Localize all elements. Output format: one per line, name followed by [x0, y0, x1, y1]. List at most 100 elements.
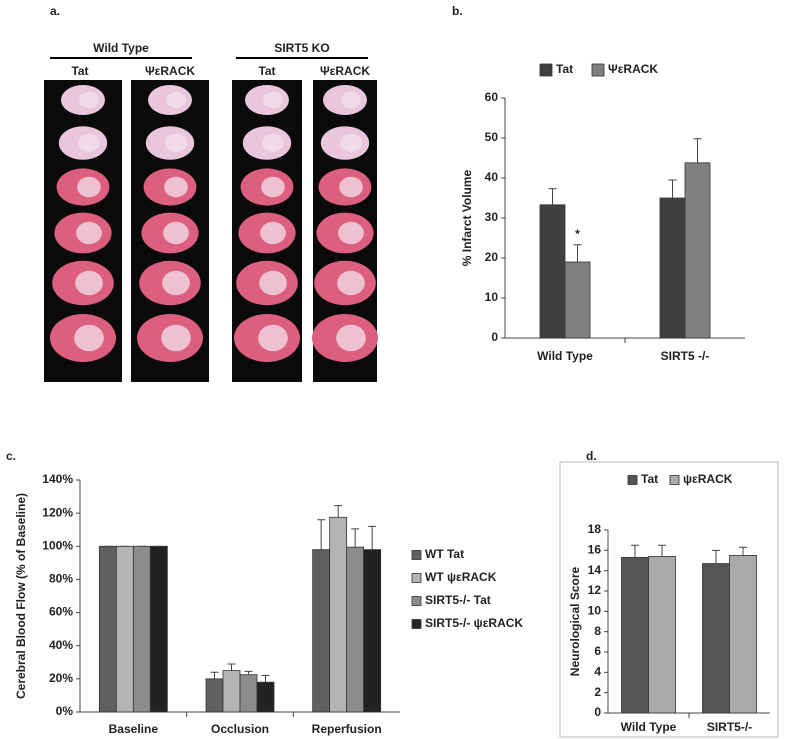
- y-tick-label: 20%: [49, 671, 73, 685]
- column-label: Tat: [71, 64, 88, 78]
- slice-highlight: [340, 133, 362, 153]
- slice-highlight: [263, 91, 283, 109]
- y-tick-label: 0: [491, 330, 498, 344]
- panel-label: a.: [50, 4, 60, 18]
- legend-label: ΨεRACK: [608, 62, 658, 76]
- error-bar: [631, 544, 639, 558]
- error-bar: [368, 525, 377, 550]
- legend-label: Tat: [556, 62, 573, 76]
- panel-label: c.: [6, 449, 16, 463]
- y-tick-label: 20: [485, 250, 499, 264]
- column-label: Tat: [258, 64, 275, 78]
- y-tick-label: 100%: [42, 538, 73, 552]
- error-bar: [317, 519, 326, 550]
- error-bar: [334, 505, 343, 518]
- bar: [363, 549, 382, 713]
- slice-highlight: [262, 133, 284, 153]
- y-tick-label: 0%: [56, 704, 74, 718]
- slice-highlight: [163, 221, 189, 245]
- y-tick-label: 140%: [42, 472, 73, 486]
- bar: [564, 261, 591, 339]
- legend-label: SIRT5-/- ψεRACK: [425, 616, 523, 630]
- y-tick-label: 4: [594, 665, 601, 679]
- error-bar: [739, 546, 747, 556]
- error-bar: [668, 179, 677, 198]
- brain-slices: [44, 80, 378, 382]
- panel-label: d.: [586, 449, 597, 463]
- bar: [256, 681, 275, 713]
- legend-label: Tat: [641, 472, 658, 486]
- bar: [539, 204, 566, 339]
- legend-swatch: [411, 619, 422, 629]
- bar: [621, 557, 649, 714]
- panel-label: b.: [452, 4, 463, 18]
- y-tick-label: 12: [588, 583, 602, 597]
- legend-label: SIRT5-/- Tat: [425, 593, 491, 607]
- group-title: SIRT5 KO: [274, 41, 329, 55]
- legend-swatch: [539, 63, 553, 77]
- x-tick-label: SIRT5-/-: [707, 720, 752, 734]
- x-tick-label: SIRT5 -/-: [661, 349, 710, 363]
- column-label: ΨεRACK: [145, 64, 195, 78]
- slice-highlight: [165, 133, 187, 153]
- x-tick-label: Wild Type: [621, 720, 677, 734]
- bar: [205, 678, 224, 713]
- bar: [115, 545, 134, 713]
- slice-highlight: [74, 324, 104, 352]
- slice-highlight: [78, 133, 100, 153]
- error-bar: [548, 188, 557, 205]
- bar: [729, 555, 757, 714]
- slice-highlight: [79, 91, 99, 109]
- x-tick-label: Wild Type: [537, 349, 593, 363]
- bar: [684, 162, 711, 339]
- error-bar: [210, 671, 219, 679]
- x-tick-label: Baseline: [109, 722, 159, 736]
- legend-swatch: [411, 550, 422, 560]
- significance-mark: *: [575, 227, 580, 241]
- error-bar: [227, 663, 236, 671]
- x-tick-label: Reperfusion: [312, 722, 382, 736]
- y-axis-label: Neurological Score: [568, 566, 582, 676]
- error-bar: [244, 670, 253, 675]
- slice-highlight: [261, 176, 285, 198]
- legend-swatch: [627, 475, 638, 485]
- legend-label: ψεRACK: [683, 472, 733, 486]
- bar: [132, 545, 151, 713]
- y-tick-label: 2: [594, 685, 601, 699]
- bar: [648, 556, 676, 714]
- slice-highlight: [337, 270, 365, 296]
- slice-highlight: [341, 91, 361, 109]
- legend-swatch: [411, 573, 422, 583]
- y-axis-label: % Infarct Volume: [460, 169, 474, 266]
- y-tick-label: 10: [485, 290, 499, 304]
- error-bar: [261, 675, 270, 683]
- y-tick-label: 14: [588, 563, 602, 577]
- y-tick-label: 40%: [49, 638, 73, 652]
- error-bar: [658, 544, 666, 557]
- slice-highlight: [164, 176, 188, 198]
- slice-highlight: [76, 221, 102, 245]
- legend-label: WT ψεRACK: [425, 570, 497, 584]
- slice-highlight: [75, 270, 103, 296]
- y-tick-label: 60%: [49, 605, 73, 619]
- legend-swatch: [411, 596, 422, 606]
- y-tick-label: 120%: [42, 505, 73, 519]
- bar: [312, 549, 331, 713]
- y-tick-label: 10: [588, 604, 602, 618]
- legend-label: WT Tat: [425, 547, 464, 561]
- slice-highlight: [77, 176, 101, 198]
- y-tick-label: 0: [594, 705, 601, 719]
- error-bar: [693, 138, 702, 163]
- bar: [659, 197, 686, 339]
- bar: [702, 563, 730, 714]
- y-tick-label: 30: [485, 210, 499, 224]
- slice-highlight: [338, 221, 364, 245]
- y-tick-label: 6: [594, 644, 601, 658]
- error-bar: [351, 528, 360, 548]
- bar: [346, 546, 365, 713]
- group-title: Wild Type: [93, 41, 149, 55]
- y-tick-label: 8: [594, 624, 601, 638]
- slice-highlight: [336, 324, 366, 352]
- slice-highlight: [258, 324, 288, 352]
